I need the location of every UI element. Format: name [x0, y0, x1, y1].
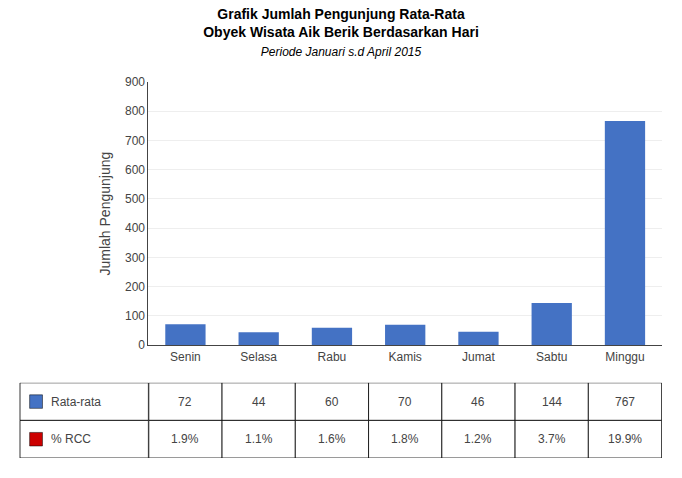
svg-text:100: 100: [125, 309, 145, 323]
svg-text:300: 300: [125, 251, 145, 265]
svg-text:900: 900: [125, 75, 145, 89]
svg-text:19.9%: 19.9%: [608, 432, 642, 446]
svg-text:200: 200: [125, 280, 145, 294]
svg-text:1.6%: 1.6%: [318, 432, 346, 446]
svg-text:144: 144: [542, 395, 562, 409]
svg-text:Senin: Senin: [170, 350, 201, 364]
svg-text:600: 600: [125, 163, 145, 177]
svg-text:46: 46: [471, 395, 485, 409]
svg-text:3.7%: 3.7%: [538, 432, 566, 446]
svg-text:700: 700: [125, 134, 145, 148]
svg-text:0: 0: [138, 338, 145, 352]
svg-text:72: 72: [178, 395, 192, 409]
svg-text:% RCC: % RCC: [51, 432, 91, 446]
svg-text:Kamis: Kamis: [389, 350, 422, 364]
svg-text:Jumlah Pengunjung: Jumlah Pengunjung: [97, 152, 113, 276]
svg-text:70: 70: [398, 395, 412, 409]
svg-text:Rabu: Rabu: [318, 350, 347, 364]
svg-text:44: 44: [252, 395, 266, 409]
svg-text:Minggu: Minggu: [605, 350, 644, 364]
svg-text:Sabtu: Sabtu: [536, 350, 567, 364]
svg-text:400: 400: [125, 221, 145, 235]
svg-text:Rata-rata: Rata-rata: [51, 395, 101, 409]
svg-text:Selasa: Selasa: [240, 350, 277, 364]
svg-text:800: 800: [125, 104, 145, 118]
svg-text:1.1%: 1.1%: [245, 432, 273, 446]
svg-text:767: 767: [615, 395, 635, 409]
svg-text:Jumat: Jumat: [462, 350, 495, 364]
svg-text:1.9%: 1.9%: [171, 432, 199, 446]
svg-text:1.2%: 1.2%: [464, 432, 492, 446]
svg-text:500: 500: [125, 192, 145, 206]
svg-text:Grafik Jumlah Pengunjung Rata-: Grafik Jumlah Pengunjung Rata-RataObyek …: [203, 6, 479, 58]
svg-text:1.8%: 1.8%: [391, 432, 419, 446]
svg-text:60: 60: [325, 395, 339, 409]
